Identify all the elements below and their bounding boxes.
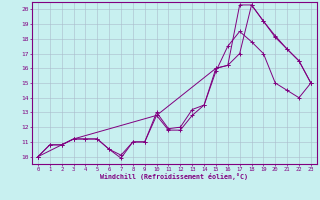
X-axis label: Windchill (Refroidissement éolien,°C): Windchill (Refroidissement éolien,°C) (100, 173, 248, 180)
